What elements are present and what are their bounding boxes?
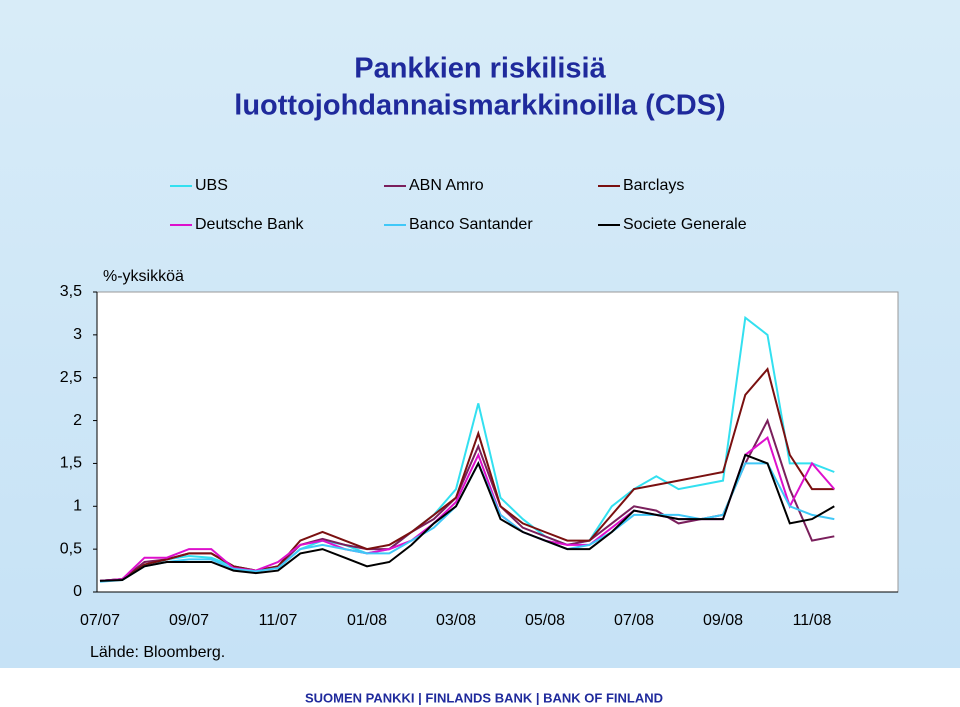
- series-line: [99, 315, 835, 582]
- legend-label: Societe Generale: [623, 216, 747, 233]
- x-tick-label: 11/08: [793, 612, 832, 629]
- legend-label: UBS: [195, 177, 228, 194]
- x-tick-label: 05/08: [525, 612, 565, 629]
- y-tick-label: 1: [73, 498, 82, 515]
- y-tick-label: 0: [73, 583, 82, 600]
- x-tick-label: 07/08: [614, 612, 654, 629]
- y-tick-label: 1,5: [60, 455, 82, 472]
- series-line: [99, 453, 835, 582]
- footer: SUOMEN PANKKI | FINLANDS BANK | BANK OF …: [305, 690, 663, 705]
- y-tick-label: 3,5: [60, 283, 82, 300]
- footer-band: [0, 668, 960, 707]
- y-tick-label: 0,5: [60, 540, 82, 557]
- x-tick-label: 03/08: [436, 612, 476, 629]
- legend-label: Deutsche Bank: [195, 216, 305, 233]
- x-tick-label: 09/08: [703, 612, 743, 629]
- legend-label: Banco Santander: [409, 216, 533, 233]
- x-tick-label: 09/07: [169, 612, 209, 629]
- chart-title: Pankkien riskilisiä: [354, 53, 606, 85]
- legend-label: ABN Amro: [409, 177, 484, 194]
- legend-label: Barclays: [623, 177, 684, 194]
- x-tick-label: 01/08: [347, 612, 387, 629]
- source: Lähde: Bloomberg.: [90, 644, 225, 661]
- plot-area: [96, 291, 899, 593]
- y-axis-label: %-yksikköä: [103, 268, 184, 285]
- chart-subtitle: luottojohdannaismarkkinoilla (CDS): [234, 90, 725, 122]
- x-tick-label: 07/07: [80, 612, 120, 629]
- y-tick-label: 2,5: [60, 369, 82, 386]
- x-tick-label: 11/07: [259, 612, 298, 629]
- y-tick-label: 2: [73, 412, 82, 429]
- y-tick-label: 3: [73, 326, 82, 343]
